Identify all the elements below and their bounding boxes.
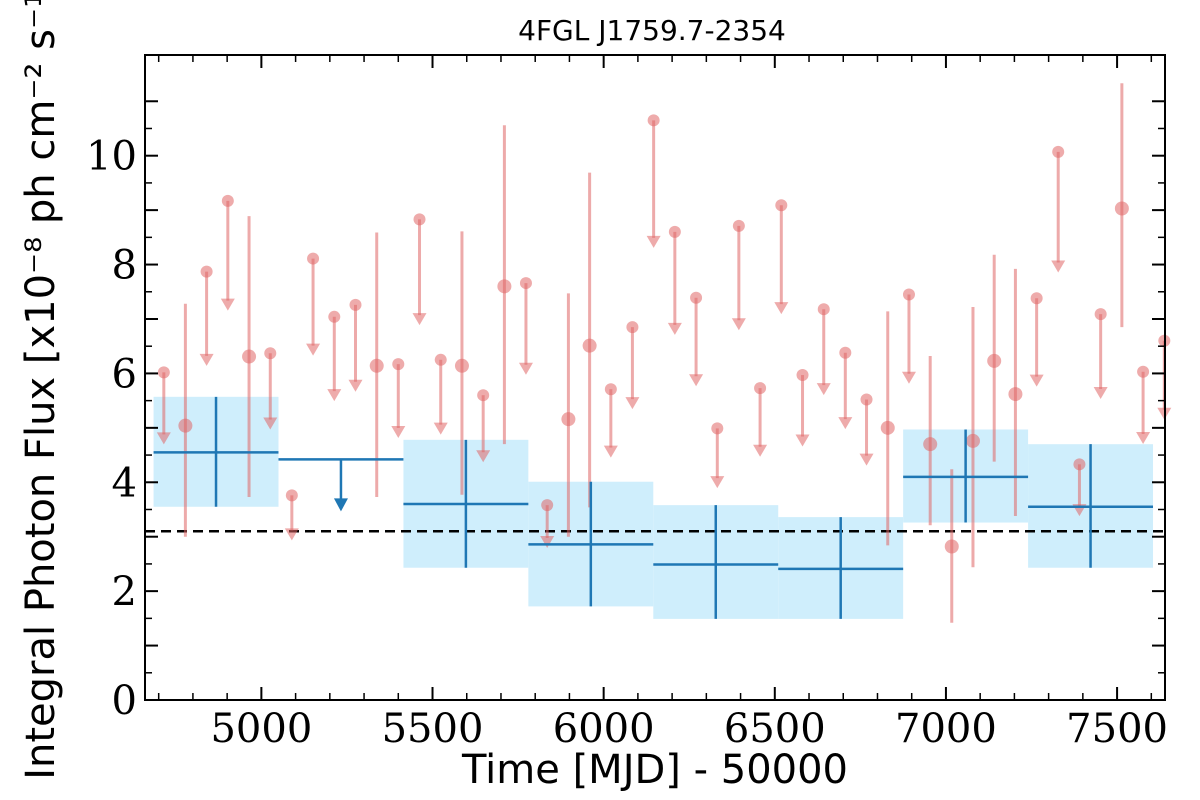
- y-tick-label: 0: [112, 678, 137, 724]
- fine-bin-upper-limit-point-5: [264, 347, 277, 360]
- fine-bin-upper-limit-arrow-2: [199, 353, 214, 366]
- fine-bin-point-38: [965, 433, 980, 448]
- fine-bin-upper-limit-arrow-35: [901, 371, 916, 384]
- fine-bin-upper-limit-point-42: [1052, 145, 1065, 158]
- fine-bin-upper-limit-arrow-42: [1051, 260, 1066, 273]
- y-tick-label: 2: [112, 569, 137, 615]
- fine-bin-upper-limit-arrow-28: [753, 444, 768, 457]
- fine-bin-upper-limit-point-12: [413, 213, 426, 226]
- fine-bin-upper-limit-arrow-22: [625, 397, 640, 410]
- fine-bin-upper-limit-arrow-21: [603, 445, 618, 458]
- fine-bin-point-34: [880, 420, 895, 435]
- fine-bin-upper-limit-arrow-29: [774, 302, 789, 315]
- x-tick-label: 7500: [1066, 706, 1168, 752]
- x-axis-title: Time [MJD] - 50000: [461, 747, 848, 793]
- fine-bin-upper-limit-arrow-33: [859, 453, 874, 466]
- fine-bin-upper-limit-point-15: [477, 389, 490, 402]
- y-axis-title: Integral Photon Flux [x10⁻⁸ ph cm⁻² s⁻¹]: [18, 0, 64, 780]
- fine-bin-point-19: [561, 412, 576, 427]
- fine-bin-upper-limit-arrow-41: [1029, 374, 1044, 387]
- fine-bin-upper-limit-arrow-31: [816, 383, 831, 396]
- y-tick-label: 8: [112, 243, 137, 289]
- fine-bin-upper-limit-arrow-5: [263, 417, 278, 430]
- fine-bin-upper-limit-point-0: [157, 366, 170, 379]
- x-tick-label: 5500: [382, 706, 484, 752]
- fine-bin-upper-limit-point-31: [817, 303, 830, 316]
- fine-bin-upper-limit-point-21: [604, 383, 617, 396]
- fine-bin-upper-limit-point-30: [796, 369, 809, 382]
- y-tick-label: 4: [112, 460, 137, 506]
- fine-bin-upper-limit-point-28: [754, 382, 767, 395]
- fine-bin-upper-limit-arrow-26: [710, 476, 725, 489]
- fine-bin-upper-limit-arrow-27: [731, 318, 746, 331]
- fine-bin-upper-limit-point-32: [839, 346, 852, 359]
- fine-bin-upper-limit-point-35: [902, 288, 915, 301]
- fine-bin-upper-limit-point-43: [1073, 458, 1086, 471]
- x-tick-label: 5000: [210, 706, 312, 752]
- fine-bin-upper-limit-point-7: [307, 252, 320, 265]
- fine-bin-upper-limit-arrow-32: [838, 417, 853, 430]
- fine-bin-upper-limit-point-25: [690, 291, 703, 304]
- fine-bin-upper-limit-arrow-44: [1093, 386, 1108, 399]
- fine-bin-upper-limit-point-8: [328, 310, 341, 323]
- plot-frame: [144, 54, 1166, 701]
- fine-bin-upper-limit-arrow-25: [689, 374, 704, 387]
- fine-bin-upper-limit-arrow-17: [518, 362, 533, 375]
- axes: 5000 5500 6000 6500 7000 7500 0 2 4 6 8 10: [86, 55, 1168, 752]
- fine-bin-point-36: [923, 437, 938, 452]
- fine-bin-upper-limit-point-27: [732, 219, 745, 232]
- fine-bin-point-20: [582, 338, 597, 353]
- fine-bin-upper-limit-point-17: [519, 277, 532, 290]
- fine-bin-upper-limit-point-3: [221, 194, 234, 207]
- y-tick-label: 10: [86, 134, 137, 180]
- fine-bin-upper-limit-point-46: [1137, 365, 1150, 378]
- fine-bin-upper-limit-arrow-8: [327, 389, 342, 402]
- fine-bin-point-40: [1008, 387, 1023, 402]
- fine-bin-upper-limit-point-29: [775, 199, 788, 212]
- fine-bin-upper-limit-arrow-11: [391, 426, 406, 439]
- fine-bin-upper-limit-arrow-3: [220, 298, 235, 311]
- fine-bin-upper-limit-arrow-24: [667, 322, 682, 335]
- fine-bin-upper-limit-arrow-12: [412, 313, 427, 326]
- fine-bin-upper-limit-point-24: [668, 225, 681, 238]
- y-tick-label: 6: [112, 351, 137, 397]
- fine-bin-upper-limit-arrow-18: [540, 536, 555, 549]
- fine-bin-point-45: [1114, 201, 1129, 216]
- fine-bin-point-10: [369, 358, 384, 373]
- fine-bin-upper-limit-arrow-7: [306, 343, 321, 356]
- fine-bin-upper-limit-point-33: [860, 393, 873, 406]
- plot-area: [145, 83, 1172, 623]
- fine-bin-point-37: [944, 539, 959, 554]
- fine-bin-upper-limit-point-41: [1030, 292, 1043, 305]
- fine-bin-upper-limit-arrow-9: [348, 379, 363, 392]
- fine-bin-upper-limit-arrow-15: [476, 450, 491, 463]
- fine-bin-point-39: [987, 353, 1002, 368]
- fine-bin-upper-limit-arrow-23: [646, 235, 661, 248]
- coarse-bin-upper-limit-arrow-1: [333, 498, 348, 512]
- fine-bin-upper-limit-point-2: [200, 265, 213, 278]
- fine-bin-upper-limit-arrow-0: [156, 432, 171, 445]
- fine-bin-point-1: [178, 418, 193, 433]
- fine-bin-upper-limit-point-6: [285, 489, 298, 502]
- fine-bin-upper-limit-point-26: [711, 422, 724, 435]
- fine-bin-upper-limit-arrow-30: [795, 434, 810, 447]
- fine-bin-point-4: [242, 349, 257, 364]
- fine-bin-upper-limit-arrow-6: [284, 528, 299, 541]
- fine-bin-upper-limit-point-18: [541, 499, 554, 512]
- fine-bin-upper-limit-point-44: [1094, 308, 1107, 321]
- fine-bin-upper-limit-arrow-46: [1136, 431, 1151, 444]
- fine-bin-point-16: [497, 279, 512, 294]
- fine-bin-upper-limit-point-9: [349, 298, 362, 311]
- fine-bin-upper-limit-point-23: [647, 114, 660, 127]
- x-tick-label: 6500: [724, 706, 826, 752]
- fine-bin-upper-limit-arrow-13: [433, 422, 448, 435]
- fine-bin-upper-limit-point-11: [392, 358, 405, 371]
- x-tick-label: 6000: [553, 706, 655, 752]
- chart-title: 4FGL J1759.7-2354: [518, 14, 786, 47]
- x-tick-label: 7000: [895, 706, 997, 752]
- fine-bin-upper-limit-point-22: [626, 321, 639, 334]
- fine-bin-point-14: [454, 358, 469, 373]
- fine-bin-upper-limit-point-13: [434, 353, 447, 366]
